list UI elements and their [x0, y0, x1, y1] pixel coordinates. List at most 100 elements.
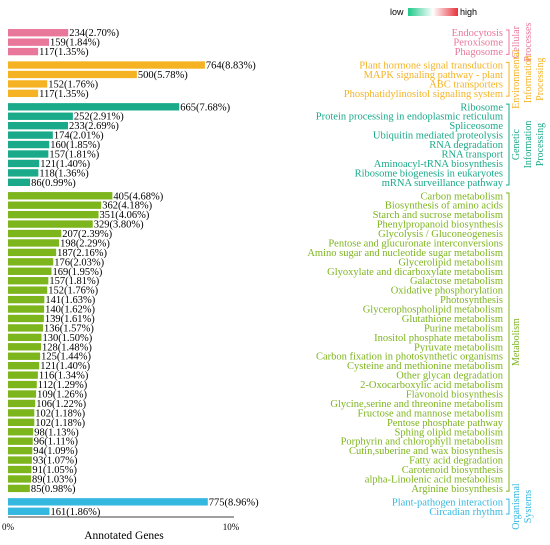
value-label-glycerophospholipid-metabolism: 140(1.62%)	[45, 305, 95, 316]
category-label-cutin-suberine-and-wax-biosynthesis: Cutin,suberine and wax biosynthesis	[349, 446, 503, 457]
value-label-glycine-serine-and-threonine-metabolism: 106(1.22%)	[36, 399, 86, 410]
value-label-fructose-and-mannose-metabolism: 102(1.18%)	[35, 408, 85, 419]
category-label-pyruvate-metabolism: Pyruvate metabolism	[414, 342, 503, 353]
bar-endocytosis	[8, 29, 69, 37]
bar-peroxisome	[8, 38, 50, 46]
category-label-glycerolipid-metabolism: Glycerolipid metabolism	[398, 257, 503, 268]
bar-glycolysis-gluconeogenesis	[8, 229, 62, 238]
category-label-sphing-olipid-metabolism: Sphing olipid metabolism	[394, 427, 503, 438]
category-label-abc-transporters: ABC transporters	[429, 79, 503, 90]
bar-fructose-and-mannose-metabolism	[8, 409, 35, 417]
value-label-pentose-and-glucuronate-interconversions: 198(2.29%)	[60, 238, 110, 249]
value-label-2-oxocarboxylic-acid-metabolism: 112(1.29%)	[38, 380, 88, 391]
bar-mapk-signaling-pathway-plant	[8, 70, 137, 79]
value-label-alpha-linolenic-acid-metabolism: 89(1.03%)	[32, 474, 77, 485]
value-label-pyruvate-metabolism: 128(1.48%)	[42, 342, 92, 353]
category-label-phagosome: Phagosome	[455, 47, 504, 58]
bar-rna-degradation	[8, 140, 50, 149]
bar-oxidative-phosphorylation	[8, 286, 48, 294]
x-tick-label-10: 10%	[223, 522, 240, 532]
group-label-metabolism: Metabolism	[511, 318, 522, 366]
bar-galactose-metabolism	[8, 277, 49, 285]
value-label-plant-pathogen-interaction: 775(8.96%)	[209, 497, 259, 508]
x-axis: 0% 10% Annotated Genes	[2, 516, 240, 542]
bar-porphyrin-and-chlorophyll-metabolism	[8, 437, 33, 445]
legend-high-label: high	[460, 7, 477, 17]
value-label-mrna-surveillance-pathway: 86(0.99%)	[31, 178, 76, 189]
category-label-oxidative-phosphorylation: Oxidative phosphorylation	[391, 286, 504, 297]
bar-biosynthesis-of-amino-acids	[8, 201, 102, 209]
category-label-glycine-serine-and-threonine-metabolism: Glycine,serine and threonine metabolism	[330, 399, 503, 410]
value-label-carotenoid-biosynthesis: 91(1.05%)	[32, 465, 77, 476]
bar-plant-pathogen-interaction	[8, 498, 208, 506]
bar-circadian-rhythm	[8, 507, 50, 515]
value-label-glyoxylate-and-dicarboxylate-metabolism: 169(1.95%)	[52, 267, 102, 278]
category-label-glycolysis-gluconeogenesis: Glycolysis / Gluconeogenesis	[378, 229, 503, 240]
category-label-carotenoid-biosynthesis: Carotenoid biosynthesis	[402, 465, 503, 476]
bar-plant-hormone-signal-transduction	[8, 61, 205, 69]
category-label-other-glycan-degradation: Other glycan degradation	[396, 371, 503, 382]
bar-arginine-biosynthesis	[8, 484, 30, 493]
value-label-glycolysis-gluconeogenesis: 207(2.39%)	[62, 229, 112, 240]
value-label-inositol-phosphate-metabolism: 130(1.50%)	[42, 333, 92, 344]
category-label-2-oxocarboxylic-acid-metabolism: 2-Oxocarboxylic acid metabolism	[360, 380, 503, 391]
bar-glutathione-metabolism	[8, 314, 44, 323]
category-label-glyoxylate-and-dicarboxylate-metabolism: Glyoxylate and dicarboxylate metabolism	[327, 267, 503, 278]
group-bracket-cellular-processes	[506, 29, 510, 55]
category-label-phosphatidylinositol-signaling-system: Phosphatidylinositol signaling system	[344, 89, 503, 100]
bar-pentose-and-glucuronate-interconversions	[8, 239, 60, 247]
bar-phenylpropanoid-biosynthesis	[8, 220, 93, 228]
category-label-carbon-fixation-in-photosynthetic-organisms: Carbon fixation in photosynthetic organi…	[316, 352, 503, 363]
value-label-peroxisome: 159(1.84%)	[50, 38, 100, 49]
group-label-genetic-information-processing: GeneticInformationProcessing	[511, 121, 546, 169]
value-label-cysteine-and-methionine-metabolism: 121(1.40%)	[40, 361, 90, 372]
value-label-ribosome-biogenesis-in-eukaryotes: 118(1.36%)	[39, 168, 89, 179]
bar-mrna-surveillance-pathway	[8, 178, 31, 186]
bar-carotenoid-biosynthesis	[8, 465, 32, 474]
category-label-ribosome-biogenesis-in-eukaryotes: Ribosome biogenesis in eukaryotes	[355, 168, 503, 179]
value-label-aminoacyl-trna-biosynthesis: 121(1.40%)	[40, 159, 90, 170]
bar-other-glycan-degradation	[8, 371, 38, 379]
category-label-phenylpropanoid-biosynthesis: Phenylpropanoid biosynthesis	[377, 220, 503, 231]
bar-spliceosome	[8, 122, 68, 130]
category-label-endocytosis: Endocytosis	[452, 28, 503, 39]
bars-layer	[8, 29, 208, 515]
category-label-fructose-and-mannose-metabolism: Fructose and mannose metabolism	[357, 408, 503, 419]
category-label-purine-metabolism: Purine metabolism	[424, 323, 503, 334]
value-label-galactose-metabolism: 157(1.81%)	[49, 276, 99, 287]
value-label-oxidative-phosphorylation: 152(1.76%)	[48, 286, 98, 297]
bar-protein-processing-in-endoplasmic-reticulum	[8, 112, 73, 120]
category-label-photosynthesis: Photosynthesis	[440, 295, 503, 306]
value-label-starch-and-sucrose-metabolism: 351(4.06%)	[100, 210, 150, 221]
group-label-organismal-systems: OrganismalSystems	[511, 483, 534, 530]
category-label-rna-transport: RNA transport	[441, 150, 503, 161]
value-label-spliceosome: 233(2.69%)	[69, 121, 119, 132]
value-label-glycerolipid-metabolism: 176(2.03%)	[54, 257, 104, 268]
value-label-carbon-metabolism: 405(4.68%)	[113, 191, 163, 202]
group-label-environmental-information-processing: EnvironmentalInformationProcessing	[511, 49, 546, 109]
group-labels-layer: CellularProcessesEnvironmentalInformatio…	[506, 23, 546, 530]
bar-ribosome	[8, 103, 180, 111]
category-label-pentose-and-glucuronate-interconversions: Pentose and glucuronate interconversions	[328, 238, 503, 249]
value-label-purine-metabolism: 136(1.57%)	[44, 323, 94, 334]
bar-ribosome-biogenesis-in-eukaryotes	[8, 169, 39, 177]
value-label-fatty-acid-degradation: 93(1.07%)	[33, 456, 78, 467]
bar-pentose-phosphate-pathway	[8, 418, 35, 426]
bar-glycerophospholipid-metabolism	[8, 305, 45, 313]
value-label-circadian-rhythm: 161(1.86%)	[50, 507, 100, 518]
category-label-starch-and-sucrose-metabolism: Starch and sucrose metabolism	[373, 210, 503, 221]
value-label-porphyrin-and-chlorophyll-metabolism: 96(1.11%)	[34, 437, 79, 448]
bar-amino-sugar-and-nucleotide-sugar-metabolism	[8, 248, 57, 257]
category-label-mapk-signaling-pathway-plant: MAPK signaling pathway - plant	[364, 70, 503, 81]
category-label-plant-hormone-signal-transduction: Plant hormone signal transduction	[359, 61, 504, 72]
legend: low high	[390, 7, 477, 17]
value-label-ribosome: 665(7.68%)	[180, 102, 230, 113]
category-label-cysteine-and-methionine-metabolism: Cysteine and methionine metabolism	[347, 361, 503, 372]
bar-ubiquitin-mediated-proteolysis	[8, 131, 53, 139]
category-label-circadian-rhythm: Circadian rhythm	[429, 507, 503, 518]
category-label-mrna-surveillance-pathway: mRNA surveillance pathway	[382, 178, 504, 189]
group-bracket-organismal-systems	[506, 498, 510, 515]
category-label-inositol-phosphate-metabolism: Inositol phosphate metabolism	[374, 333, 503, 344]
